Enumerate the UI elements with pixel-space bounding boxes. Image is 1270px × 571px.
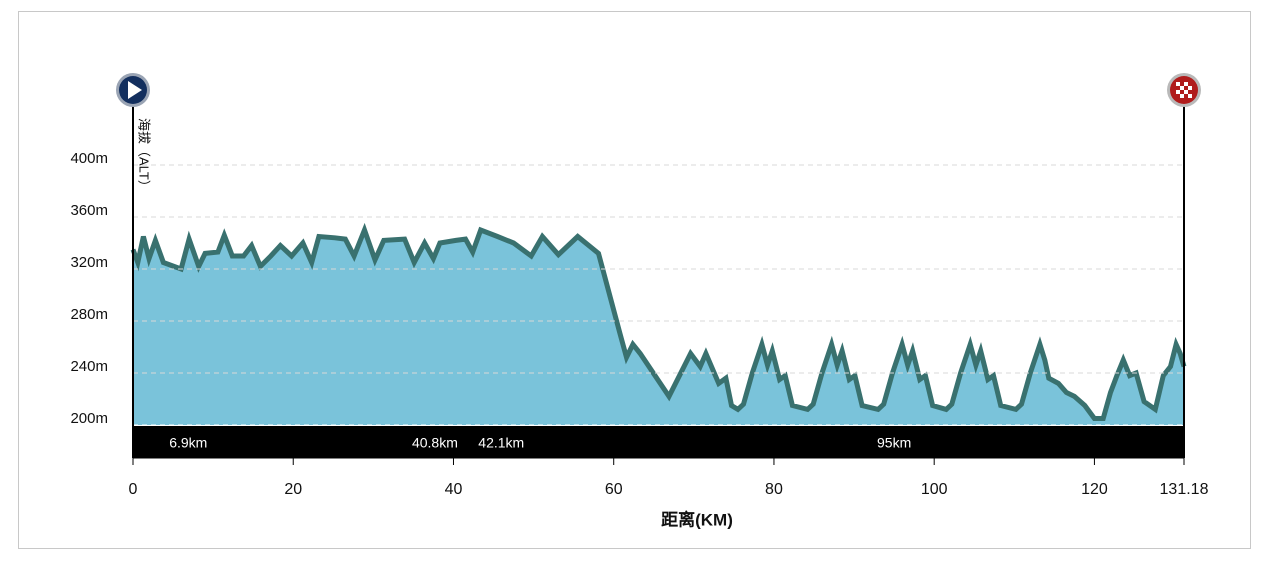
x-axis-label: 距离(KM) [661,509,733,529]
start-arrow [128,81,142,99]
marker-label: 95km [877,435,911,451]
y-tick-label: 240m [70,358,108,375]
finish-check [1188,94,1192,98]
x-tick-label: 120 [1081,481,1108,498]
x-tick-label: 100 [921,481,948,498]
x-tick-label: 0 [129,481,138,498]
y-tick-label: 200m [70,410,108,427]
finish-icon [1167,73,1201,107]
x-tick-label: 60 [605,481,623,498]
y-tick-label: 400m [70,150,108,167]
area [133,230,1184,425]
x-tick-label: 80 [765,481,783,498]
y-tick-label: 320m [70,254,108,271]
y-tick-label: 360m [70,202,108,219]
y-tick-label: 280m [70,306,108,323]
x-tick-label: 40 [445,481,463,498]
distance-bar [133,426,1184,458]
finish-check [1176,82,1180,86]
profile-line [130,222,1187,421]
finish-check [1188,86,1192,90]
finish-check [1180,86,1184,90]
marker-label: 42.1km [478,435,524,451]
x-tick-label: 20 [284,481,302,498]
x-tick-label: 131.18 [1160,481,1209,498]
finish-check [1184,90,1188,94]
finish-check [1184,82,1188,86]
marker-label: 40.8km [412,435,458,451]
finish-check [1180,94,1184,98]
marker-label: 6.9km [169,435,207,451]
y-axis-label: 海拔（ALT） [137,118,152,193]
start-icon [116,73,150,107]
finish-check [1176,90,1180,94]
